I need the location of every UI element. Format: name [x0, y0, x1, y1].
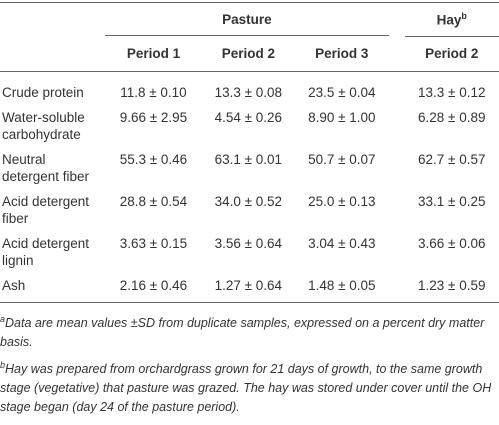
- footnote-text: Data are mean values ±SD from duplicate …: [0, 315, 485, 349]
- column-header: Period 3: [295, 36, 389, 72]
- row-label: Neutral detergent fiber: [2, 151, 90, 184]
- cell-value: 1.48 ± 0.05: [308, 277, 376, 293]
- cell-value: 13.3 ± 0.08: [214, 84, 283, 100]
- footnote: aData are mean values ±SD from duplicate…: [0, 310, 499, 352]
- group-header-row: Pasture Hayb: [0, 3, 499, 37]
- footnote-mark: b: [0, 359, 6, 370]
- table-row: Neutral detergent fiber 55.3 ± 0.46 63.1 ±…: [0, 145, 499, 187]
- empty-header: [0, 3, 105, 37]
- column-header-row: Period 1 Period 2 Period 3 Period 2: [0, 36, 499, 72]
- table-row: Acid detergent fiber 28.8 ± 0.54 34.0 ± 0.…: [0, 187, 499, 229]
- row-label: Acid detergent fiber: [2, 193, 90, 226]
- cell-value: 2.16 ± 0.46: [119, 277, 188, 293]
- cell-value: 11.8 ± 0.10: [120, 84, 187, 100]
- table-row: Ash 2.16 ± 0.46 1.27 ± 0.64 1.48 ± 0.05 1.23…: [0, 271, 499, 303]
- footnote-mark: a: [0, 313, 6, 324]
- cell-value: 3.04 ± 0.43: [308, 235, 376, 251]
- cell-value: 13.3 ± 0.12: [418, 84, 486, 100]
- column-header: Period 2: [388, 36, 499, 72]
- cell-value: 23.5 ± 0.04: [308, 84, 376, 100]
- cell-value: 62.7 ± 0.57: [418, 151, 486, 167]
- cell-value: 63.1 ± 0.01: [214, 151, 283, 167]
- group-header: Pasture: [105, 3, 389, 37]
- cell-value: 1.27 ± 0.64: [214, 277, 283, 293]
- cell-value: 3.56 ± 0.64: [214, 235, 283, 251]
- table-body: Crude protein 11.8 ± 0.10 13.3 ± 0.08 23.5 …: [0, 71, 499, 302]
- cell-value: 28.8 ± 0.54: [119, 193, 188, 209]
- cell-value: 55.3 ± 0.46: [119, 151, 188, 167]
- footnotes: aData are mean values ±SD from duplicate…: [0, 310, 499, 417]
- empty-header: [0, 36, 106, 72]
- footnote: bHay was prepared from orchardgrass grow…: [0, 356, 499, 417]
- data-table: Pasture Hayb Period 1 Period 2 Period 3 Peri…: [0, 2, 499, 303]
- cell-value: 4.54 ± 0.26: [214, 109, 283, 125]
- cell-value: 9.66 ± 2.95: [119, 109, 188, 125]
- group-label: Hayb: [404, 11, 499, 37]
- cell-value: 25.0 ± 0.13: [308, 193, 376, 209]
- table-row: Water-soluble carbohydrate 9.66 ± 2.95 4.5…: [0, 103, 499, 145]
- row-label: Acid detergent lignin: [2, 235, 90, 268]
- cell-value: 6.28 ± 0.89: [418, 109, 486, 125]
- table-row: Acid detergent lignin 3.63 ± 0.15 3.56 ± 0…: [0, 229, 499, 271]
- table-row: Crude protein 11.8 ± 0.10 13.3 ± 0.08 23.5 …: [0, 71, 499, 103]
- cell-value: 50.7 ± 0.07: [308, 151, 376, 167]
- footnote-text: Hay was prepared from orchardgrass grown…: [0, 361, 492, 414]
- footnote-mark: b: [461, 11, 467, 21]
- group-title: Hay: [436, 12, 462, 28]
- group-label: Pasture: [105, 11, 389, 36]
- cell-value: 33.1 ± 0.25: [418, 193, 486, 209]
- row-label: Water-soluble carbohydrate: [2, 109, 85, 142]
- cell-value: 8.90 ± 1.00: [308, 109, 376, 125]
- row-label: Crude protein: [2, 84, 84, 100]
- group-header: Hayb: [389, 3, 499, 37]
- cell-value: 34.0 ± 0.52: [214, 193, 283, 209]
- column-header: Period 1: [105, 36, 202, 72]
- group-title: Pasture: [222, 11, 272, 27]
- row-label: Ash: [2, 277, 26, 293]
- cell-value: 3.66 ± 0.06: [418, 235, 486, 251]
- column-header: Period 2: [201, 36, 296, 72]
- cell-value: 1.23 ± 0.59: [418, 277, 486, 293]
- cell-value: 3.63 ± 0.15: [119, 235, 188, 251]
